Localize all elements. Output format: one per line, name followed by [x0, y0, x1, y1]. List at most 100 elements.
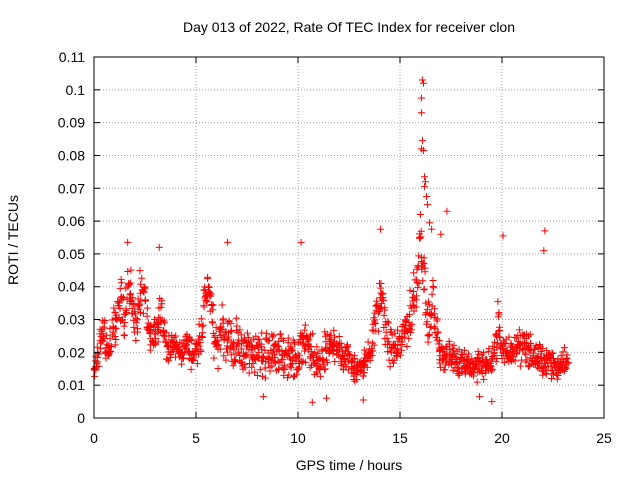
data-point [200, 301, 208, 309]
data-point [454, 370, 462, 378]
data-point [530, 345, 538, 353]
data-point [515, 347, 523, 355]
data-point [418, 137, 426, 145]
data-point [400, 333, 408, 341]
x-axis-label: GPS time / hours [296, 457, 403, 473]
data-point [165, 357, 173, 365]
data-point [507, 341, 515, 349]
data-point [260, 352, 268, 360]
data-point [494, 298, 502, 306]
data-point [526, 340, 534, 348]
data-point [116, 285, 124, 293]
data-point [120, 332, 128, 340]
data-point [136, 267, 144, 275]
data-point [489, 365, 497, 373]
data-point [427, 312, 435, 320]
data-point [419, 259, 427, 267]
data-point [127, 279, 135, 287]
data-point [394, 326, 402, 334]
data-point [417, 94, 425, 102]
data-point [302, 358, 310, 366]
data-point [232, 314, 240, 322]
data-point [191, 347, 199, 355]
data-point [231, 358, 239, 366]
data-point [438, 356, 446, 364]
data-point [412, 303, 420, 311]
data-point [257, 343, 265, 351]
data-point [489, 342, 497, 350]
data-point [417, 227, 425, 235]
data-point [344, 366, 352, 374]
data-point [208, 318, 216, 326]
data-point [188, 337, 196, 345]
data-point [301, 321, 309, 329]
data-point [301, 326, 309, 334]
data-point [374, 309, 382, 317]
data-point [540, 360, 548, 368]
data-point [130, 323, 138, 331]
y-tick-label: 0.1 [66, 82, 86, 98]
data-points [91, 76, 572, 406]
data-point [106, 335, 114, 343]
data-point [410, 269, 418, 277]
data-point [403, 343, 411, 351]
data-point [195, 342, 203, 350]
data-point [377, 225, 385, 233]
data-point [138, 274, 146, 282]
data-point [323, 394, 331, 402]
data-point [288, 346, 296, 354]
data-point [133, 328, 141, 336]
data-point [119, 294, 127, 302]
y-tick-label: 0.11 [59, 49, 85, 65]
data-point [542, 370, 550, 378]
data-point [499, 232, 507, 240]
data-point [243, 351, 251, 359]
data-point [132, 319, 140, 327]
data-point [199, 329, 207, 337]
data-point [406, 310, 414, 318]
data-point [398, 340, 406, 348]
data-point [199, 321, 207, 329]
data-point [379, 293, 387, 301]
data-point [111, 341, 119, 349]
data-point [285, 371, 293, 379]
data-point [216, 345, 224, 353]
data-point [237, 345, 245, 353]
data-point [423, 192, 431, 200]
data-point [305, 336, 313, 344]
data-point [412, 296, 420, 304]
data-point [428, 290, 436, 298]
data-point [321, 365, 329, 373]
x-tick-label: 15 [392, 430, 408, 446]
data-point [335, 332, 343, 340]
data-point [426, 323, 434, 331]
data-point [204, 283, 212, 291]
data-point [307, 342, 315, 350]
data-point [562, 354, 570, 362]
data-point [157, 303, 165, 311]
data-point [259, 393, 267, 401]
data-point [256, 366, 264, 374]
data-point [428, 225, 436, 233]
data-point [488, 356, 496, 364]
data-point [475, 356, 483, 364]
data-point [114, 298, 122, 306]
data-point [488, 367, 496, 375]
y-tick-label: 0.06 [58, 213, 85, 229]
data-point [495, 327, 503, 335]
data-point [224, 336, 232, 344]
data-point [93, 343, 101, 351]
data-point [564, 359, 572, 367]
data-point [488, 398, 496, 406]
data-point [390, 356, 398, 364]
data-point [104, 342, 112, 350]
data-point [515, 326, 523, 334]
data-point [337, 362, 345, 370]
data-point [492, 358, 500, 366]
y-tick-label: 0.05 [58, 246, 85, 262]
data-point [197, 347, 205, 355]
data-point [507, 339, 515, 347]
y-tick-label: 0.04 [58, 279, 85, 295]
data-point [359, 372, 367, 380]
